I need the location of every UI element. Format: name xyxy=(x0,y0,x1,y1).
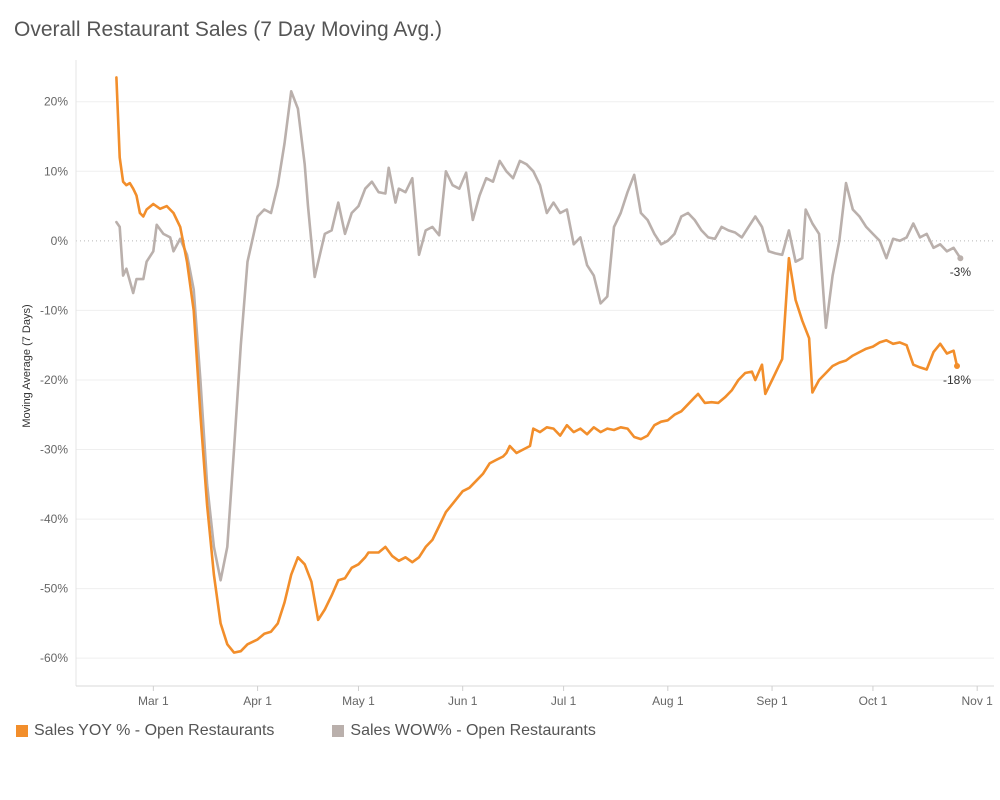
legend-label-yoy: Sales YOY % - Open Restaurants xyxy=(34,722,275,739)
y-tick-label: -60% xyxy=(40,651,68,665)
legend: Sales YOY % - Open Restaurants Sales WOW… xyxy=(16,722,596,740)
y-tick-label: 10% xyxy=(44,164,68,178)
legend-item-yoy[interactable]: Sales YOY % - Open Restaurants xyxy=(16,722,274,740)
y-tick-label: -30% xyxy=(40,443,68,457)
x-tick-label: Nov 1 xyxy=(962,694,994,708)
legend-swatch-yoy xyxy=(16,725,28,737)
y-tick-label: -50% xyxy=(40,582,68,596)
x-tick-label: May 1 xyxy=(342,694,375,708)
x-tick-label: Jun 1 xyxy=(448,694,478,708)
y-tick-label: -20% xyxy=(40,373,68,387)
end-label-yoy: -18% xyxy=(943,373,971,387)
x-tick-label: Apr 1 xyxy=(243,694,272,708)
x-tick-label: Aug 1 xyxy=(652,694,684,708)
chart-title: Overall Restaurant Sales (7 Day Moving A… xyxy=(14,18,442,41)
series-line-yoy xyxy=(115,76,959,654)
x-tick-label: Sep 1 xyxy=(756,694,788,708)
labels-layer: -3% -18% xyxy=(943,265,971,387)
x-tick-label: Oct 1 xyxy=(859,694,888,708)
y-axis-title: Moving Average (7 Days) xyxy=(21,304,33,427)
y-tick-label: 0% xyxy=(51,234,69,248)
y-tick-label: -40% xyxy=(40,512,68,526)
x-tick-label: Jul 1 xyxy=(551,694,577,708)
end-label-wow: -3% xyxy=(950,265,972,279)
series-layer xyxy=(115,76,964,654)
y-tick-label: 20% xyxy=(44,95,68,109)
axes-layer: 20% 10% 0% -10% -20% -30% -40% -50% -60% Mar 1 Apr… xyxy=(40,60,994,708)
y-tick-label: -10% xyxy=(40,303,68,317)
grid-layer xyxy=(76,101,994,659)
end-point-yoy xyxy=(954,363,961,370)
legend-item-wow[interactable]: Sales WOW% - Open Restaurants xyxy=(332,722,596,740)
series-line-wow xyxy=(115,90,962,582)
end-point-wow xyxy=(957,255,964,262)
legend-label-wow: Sales WOW% - Open Restaurants xyxy=(350,722,596,739)
legend-swatch-wow xyxy=(332,725,345,737)
x-tick-label: Mar 1 xyxy=(138,694,169,708)
